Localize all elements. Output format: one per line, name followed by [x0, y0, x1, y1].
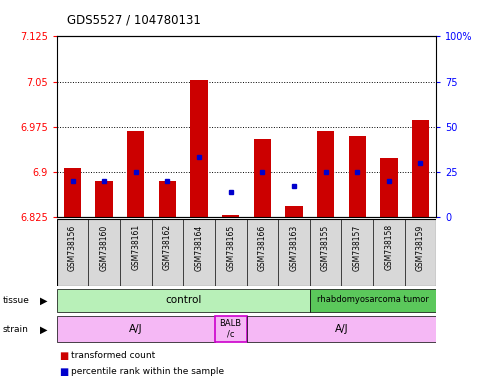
Text: control: control — [165, 295, 202, 305]
Text: GSM738157: GSM738157 — [352, 224, 362, 270]
Bar — [127, 131, 144, 217]
Bar — [159, 181, 176, 217]
Text: GSM738163: GSM738163 — [289, 224, 298, 270]
Text: GSM738155: GSM738155 — [321, 224, 330, 270]
FancyBboxPatch shape — [310, 289, 436, 312]
Text: ▶: ▶ — [40, 324, 48, 334]
Text: GSM738158: GSM738158 — [385, 224, 393, 270]
Bar — [190, 80, 208, 217]
Bar — [285, 206, 303, 217]
Text: A/J: A/J — [129, 324, 142, 334]
Text: GDS5527 / 104780131: GDS5527 / 104780131 — [67, 14, 201, 27]
Bar — [412, 119, 429, 217]
Text: transformed count: transformed count — [71, 351, 156, 361]
FancyBboxPatch shape — [57, 219, 436, 286]
Bar — [222, 215, 240, 217]
Bar — [317, 131, 334, 217]
Bar — [64, 168, 81, 217]
Text: GSM738162: GSM738162 — [163, 224, 172, 270]
Text: tissue: tissue — [2, 296, 30, 305]
Text: GSM738159: GSM738159 — [416, 224, 425, 270]
FancyBboxPatch shape — [215, 316, 246, 342]
Text: ▶: ▶ — [40, 295, 48, 306]
Text: GSM738160: GSM738160 — [100, 224, 108, 270]
Text: A/J: A/J — [335, 324, 348, 334]
Text: GSM738156: GSM738156 — [68, 224, 77, 270]
Text: rhabdomyosarcoma tumor: rhabdomyosarcoma tumor — [317, 295, 429, 305]
Text: GSM738166: GSM738166 — [258, 224, 267, 270]
Text: GSM738164: GSM738164 — [195, 224, 204, 270]
Bar — [380, 158, 397, 217]
FancyBboxPatch shape — [246, 316, 436, 342]
FancyBboxPatch shape — [57, 316, 215, 342]
Text: strain: strain — [2, 325, 28, 334]
Text: ■: ■ — [59, 351, 69, 361]
FancyBboxPatch shape — [57, 289, 310, 312]
Text: BALB
/c: BALB /c — [219, 319, 242, 338]
Bar — [96, 181, 113, 217]
Text: GSM738165: GSM738165 — [226, 224, 235, 270]
Bar — [349, 136, 366, 217]
Text: GSM738161: GSM738161 — [131, 224, 141, 270]
Text: ■: ■ — [59, 366, 69, 377]
Bar — [253, 139, 271, 217]
Text: percentile rank within the sample: percentile rank within the sample — [71, 367, 225, 376]
